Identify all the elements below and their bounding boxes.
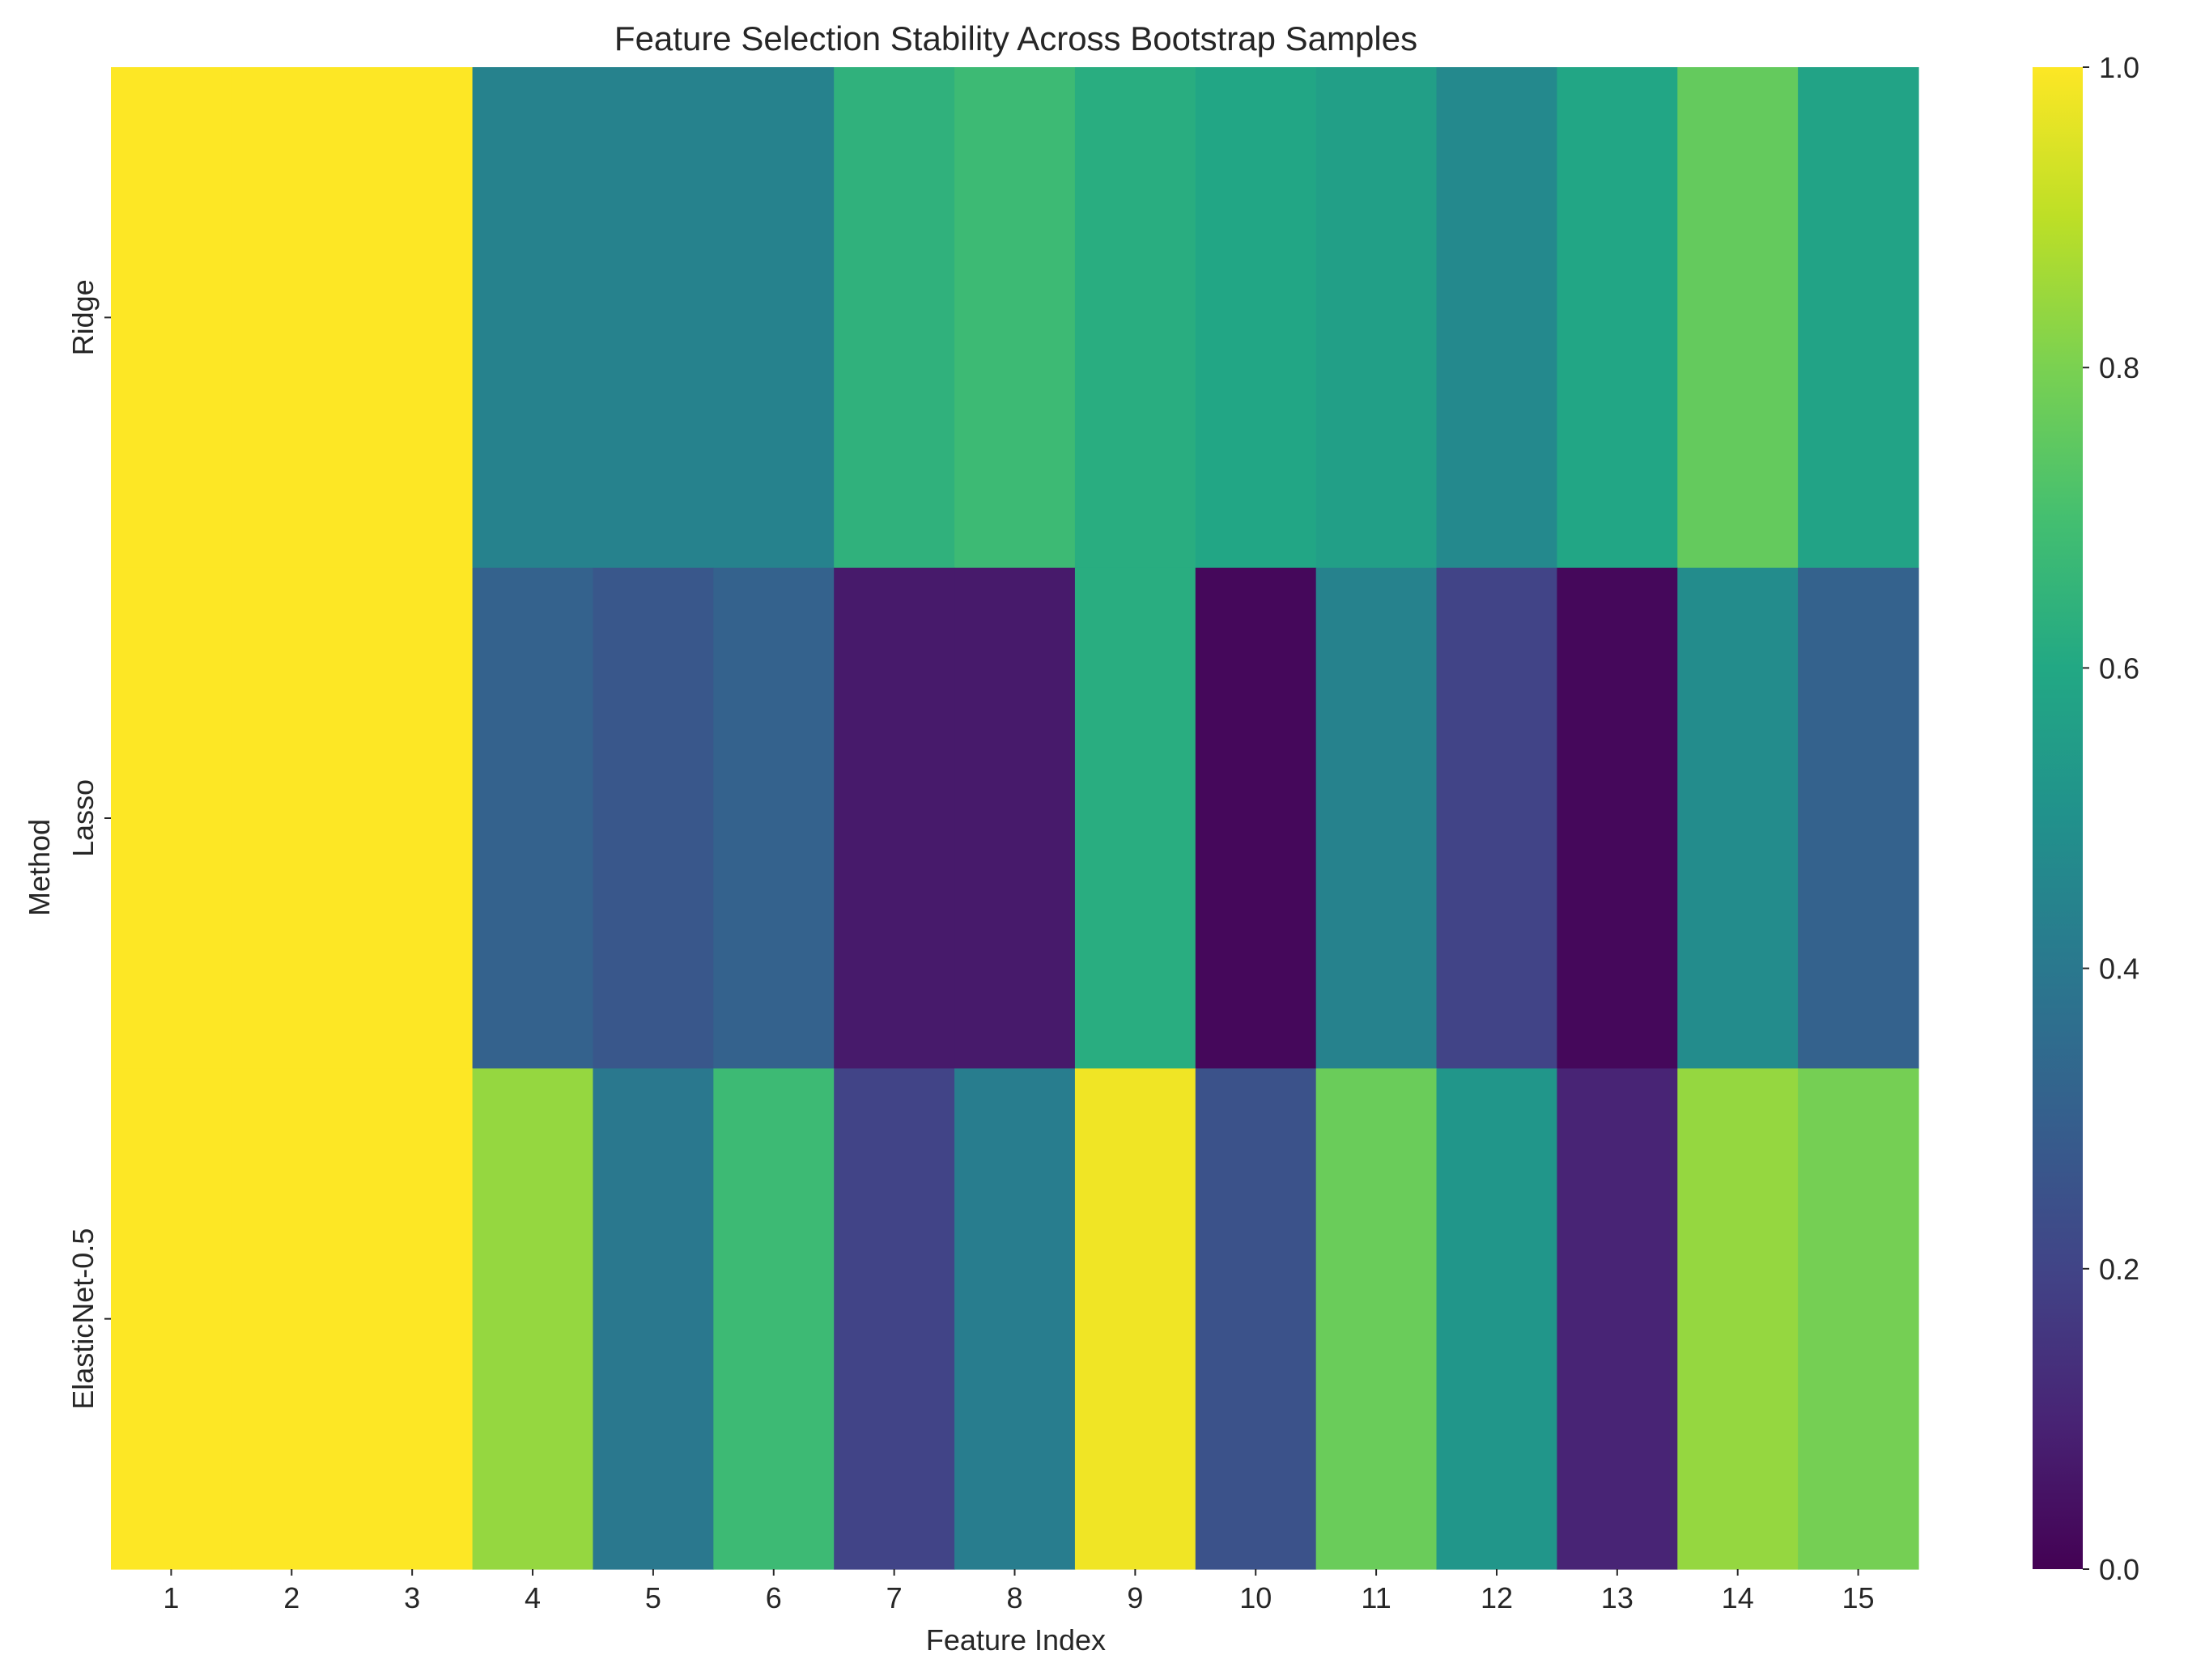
chart-title: Feature Selection Stability Across Boots… <box>614 19 1417 57</box>
y-tick-label: Lasso <box>66 779 100 857</box>
heatmap-cell <box>1074 567 1196 1069</box>
heatmap-cell <box>472 567 594 1069</box>
x-tick-label: 3 <box>404 1581 420 1614</box>
heatmap-cell <box>1436 1068 1557 1570</box>
heatmap-cell <box>954 67 1076 569</box>
x-tick-label: 7 <box>886 1581 903 1614</box>
colorbar-tick-label: 0.6 <box>2099 651 2139 685</box>
heatmap-cell <box>1195 567 1317 1069</box>
colorbar <box>2033 67 2083 1569</box>
heatmap-cell <box>1195 1068 1317 1570</box>
x-tick-label: 6 <box>766 1581 782 1614</box>
heatmap-cell <box>713 67 835 569</box>
y-axis-label: Method <box>23 819 56 916</box>
x-tick-label: 2 <box>283 1581 300 1614</box>
y-tick-label: ElasticNet-0.5 <box>66 1228 100 1410</box>
x-tick-label: 5 <box>645 1581 661 1614</box>
colorbar-ticks: 0.0 0.2 0.4 0.6 0.8 1.0 <box>2083 51 2139 1586</box>
heatmap-cell <box>111 1068 232 1570</box>
heatmap-cell <box>351 1068 474 1570</box>
heatmap-cell <box>1315 567 1438 1069</box>
x-tick-label: 8 <box>1006 1581 1022 1614</box>
heatmap-cell <box>1436 67 1557 569</box>
heatmap-cell <box>1557 67 1678 569</box>
x-tick-label: 12 <box>1481 1581 1513 1614</box>
heatmap-cell <box>1677 567 1799 1069</box>
heatmap-cell <box>351 67 474 569</box>
heatmap-cell <box>111 567 232 1069</box>
heatmap-cell <box>1798 567 1919 1069</box>
heatmap-cell <box>1557 567 1678 1069</box>
heatmap-cell <box>713 1068 835 1570</box>
x-tick-label: 4 <box>525 1581 541 1614</box>
x-tick-label: 14 <box>1722 1581 1754 1614</box>
heatmap-cell <box>231 567 353 1069</box>
heatmap-cell <box>834 567 955 1069</box>
heatmap-cell <box>593 67 714 569</box>
heatmap-cell <box>954 567 1076 1069</box>
x-axis-ticks: 1 2 3 4 5 6 7 8 9 10 11 12 13 14 15 <box>163 1569 1875 1614</box>
heatmap-cell <box>834 1068 955 1570</box>
colorbar-tick-label: 0.0 <box>2099 1553 2139 1586</box>
colorbar-tick-label: 0.4 <box>2099 952 2139 986</box>
colorbar-tick-label: 1.0 <box>2099 51 2139 84</box>
heatmap-cell <box>1798 67 1919 569</box>
heatmap-cell <box>1315 1068 1438 1570</box>
heatmap-cell <box>713 567 835 1069</box>
heatmap-cell <box>593 1068 714 1570</box>
heatmap-cells <box>111 67 1919 1570</box>
heatmap-cell <box>1798 1068 1919 1570</box>
x-tick-label: 1 <box>163 1581 179 1614</box>
heatmap-cell <box>1195 67 1317 569</box>
y-tick-label: Ridge <box>66 279 100 355</box>
x-tick-label: 10 <box>1239 1581 1272 1614</box>
heatmap-cell <box>231 67 353 569</box>
heatmap-cell <box>1677 1068 1799 1570</box>
heatmap-cell <box>472 1068 594 1570</box>
heatmap-cell <box>1074 67 1196 569</box>
x-tick-label: 9 <box>1127 1581 1143 1614</box>
colorbar-tick-label: 0.8 <box>2099 351 2139 384</box>
heatmap-cell <box>1315 67 1438 569</box>
x-tick-label: 15 <box>1842 1581 1875 1614</box>
heatmap-cell <box>954 1068 1076 1570</box>
x-axis-label: Feature Index <box>926 1623 1106 1657</box>
heatmap-cell <box>472 67 594 569</box>
heatmap-cell <box>231 1068 353 1570</box>
heatmap-cell <box>593 567 714 1069</box>
heatmap-cell <box>1074 1068 1196 1570</box>
heatmap-cell <box>1557 1068 1678 1570</box>
heatmap-cell <box>351 567 474 1069</box>
colorbar-tick-label: 0.2 <box>2099 1253 2139 1286</box>
heatmap-cell <box>111 67 232 569</box>
x-tick-label: 13 <box>1601 1581 1634 1614</box>
heatmap-cell <box>1677 67 1799 569</box>
x-tick-label: 11 <box>1361 1581 1391 1614</box>
y-axis-ticks: Ridge Lasso ElasticNet-0.5 <box>66 279 111 1410</box>
heatmap-cell <box>834 67 955 569</box>
heatmap-cell <box>1436 567 1557 1069</box>
